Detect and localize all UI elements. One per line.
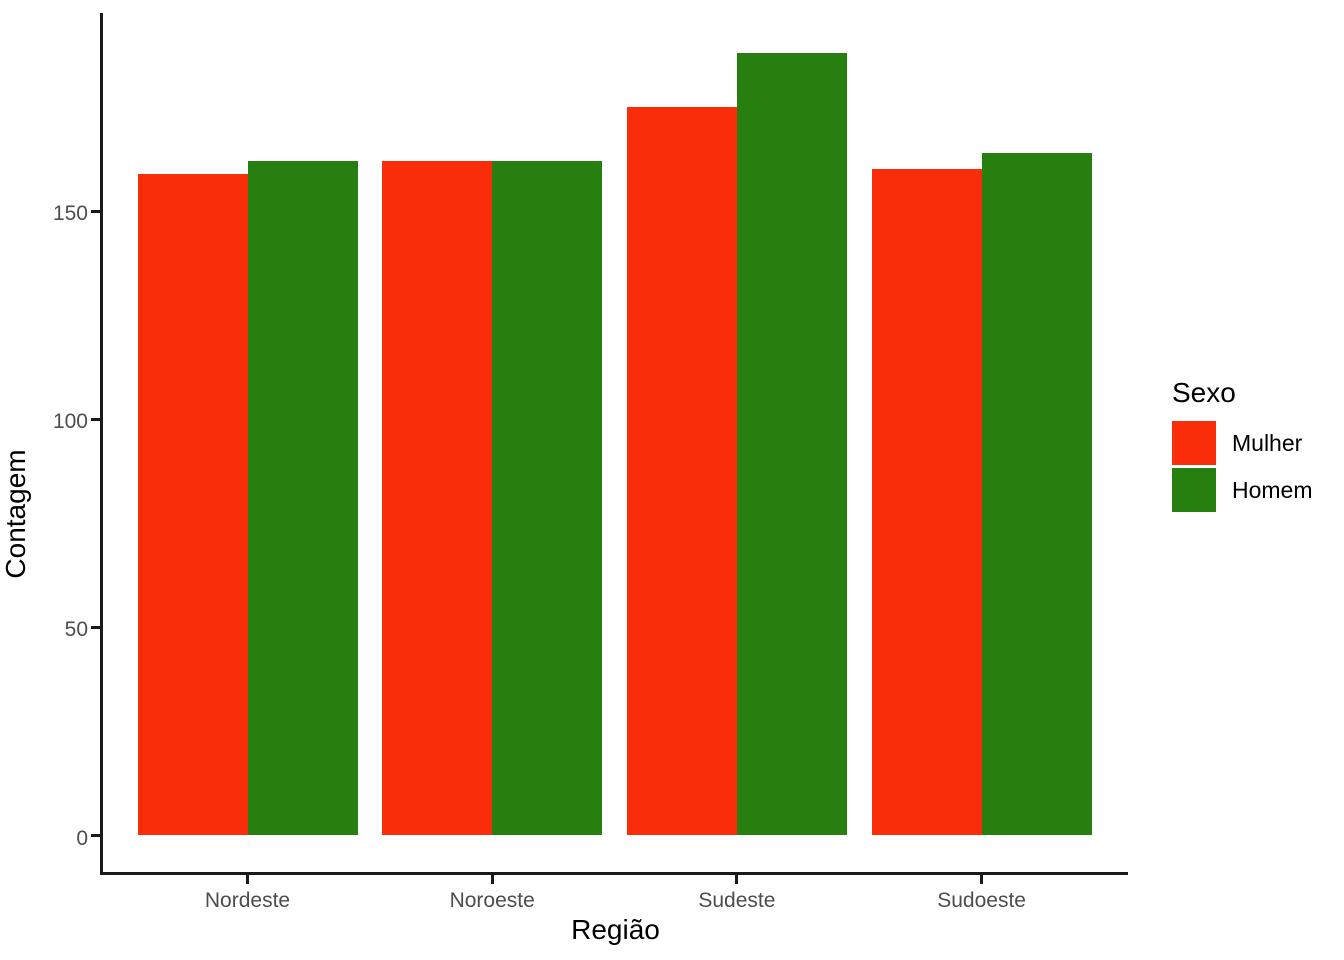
legend-label-mulher: Mulher	[1232, 429, 1303, 456]
legend-title: Sexo	[1172, 377, 1236, 408]
y-tick-mark-150	[90, 209, 100, 213]
bar-nordeste-homem	[247, 161, 358, 836]
x-axis-line	[99, 872, 1128, 875]
y-tick-label-50: 50	[64, 618, 88, 642]
legend-item-mulher: Mulher	[1172, 420, 1344, 465]
x-tick-label-noroeste: Noroeste	[449, 889, 535, 912]
x-axis-title: Região	[571, 914, 660, 945]
x-tick-mark-noroeste	[490, 875, 494, 884]
y-tick-label-100: 100	[52, 410, 88, 434]
legend-swatch-homem	[1172, 467, 1216, 512]
bar-sudeste-mulher	[626, 106, 737, 836]
legend-label-homem: Homem	[1232, 476, 1313, 503]
bar-nordeste-mulher	[137, 173, 248, 836]
y-tick-label-0: 0	[76, 826, 88, 850]
y-tick-label-150: 150	[52, 202, 88, 226]
x-tick-label-sudeste: Sudeste	[698, 889, 776, 912]
y-tick-mark-0	[90, 834, 100, 837]
bar-sudoeste-homem	[981, 152, 1092, 836]
x-tick-label-sudoeste: Sudoeste	[937, 889, 1026, 912]
x-tick-mark-nordeste	[246, 875, 249, 884]
legend-items: Mulher Homem	[1172, 420, 1344, 512]
bar-noroeste-mulher	[382, 161, 493, 836]
bar-sudeste-homem	[736, 52, 847, 836]
y-axis-line	[99, 13, 103, 875]
x-tick-mark-sudeste	[735, 875, 739, 884]
legend-swatch-mulher	[1172, 420, 1216, 465]
y-axis-title-text: Contagem	[0, 449, 31, 579]
legend-item-homem: Homem	[1172, 467, 1344, 512]
y-tick-mark-100	[90, 417, 100, 421]
x-tick-label-nordeste: Nordeste	[204, 889, 291, 912]
y-tick-mark-50	[90, 625, 100, 629]
bar-noroeste-homem	[492, 161, 603, 836]
x-tick-mark-sudoeste	[980, 875, 984, 884]
legend: Sexo Mulher Homem	[1172, 376, 1344, 512]
bar-sudoeste-mulher	[871, 169, 982, 836]
